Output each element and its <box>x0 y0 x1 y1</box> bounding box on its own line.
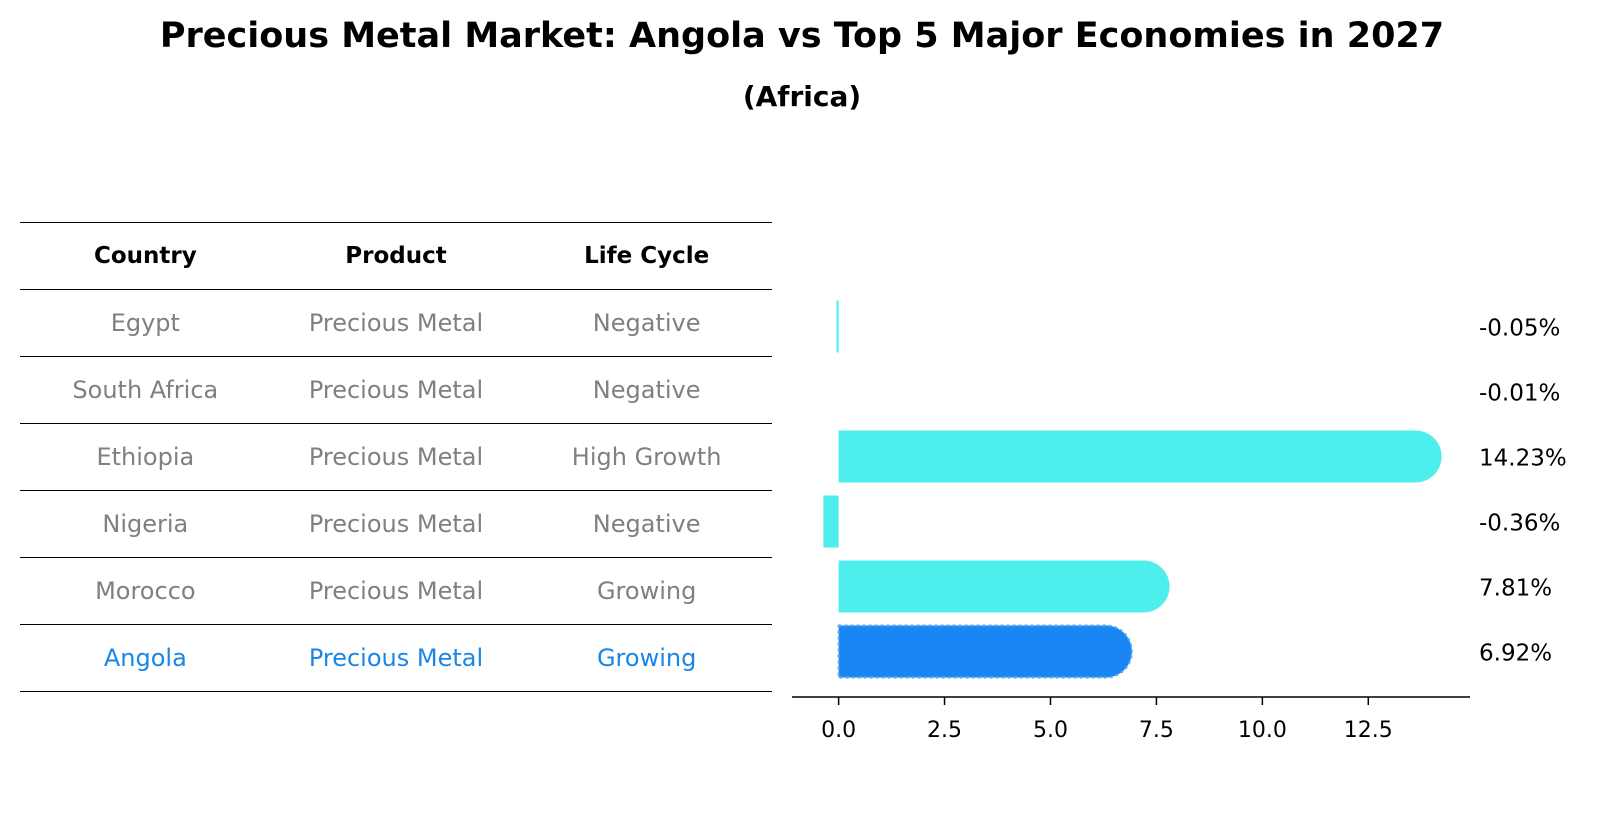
product-cell: Precious Metal <box>308 443 484 471</box>
life-cycle-cell: High Growth <box>571 443 722 471</box>
country-cell: Morocco <box>95 577 196 605</box>
value-label: -0.01% <box>1479 381 1560 407</box>
country-cell: South Africa <box>72 376 219 404</box>
table-row-highlight: Angola Precious Metal Growing <box>20 625 772 692</box>
table-row: Ethiopia Precious Metal High Growth <box>20 424 772 491</box>
bar-morocco <box>838 560 1170 613</box>
table-header-row: Country Product Life Cycle <box>20 223 772 290</box>
product-cell: Precious Metal <box>308 309 484 337</box>
table-row: South Africa Precious Metal Negative <box>20 357 772 424</box>
x-tick-label: 5.0 <box>1033 718 1068 743</box>
x-tick-label: 2.5 <box>927 718 962 743</box>
product-cell: Precious Metal <box>308 376 484 404</box>
chart-subtitle: (Africa) <box>742 80 862 113</box>
life-cycle-cell: Negative <box>592 376 701 404</box>
product-cell: Precious Metal <box>308 577 484 605</box>
value-label: 7.81% <box>1479 576 1552 602</box>
header-life-cycle: Life Cycle <box>584 243 710 269</box>
value-label: 14.23% <box>1479 446 1567 472</box>
bar-highlight-outline <box>837 624 1133 679</box>
table-row: Morocco Precious Metal Growing <box>20 558 772 625</box>
life-cycle-cell: Negative <box>592 309 701 337</box>
life-cycle-cell: Negative <box>592 510 701 538</box>
country-cell: Ethiopia <box>96 443 195 471</box>
chart-title: Precious Metal Market: Angola vs Top 5 M… <box>159 16 1445 56</box>
data-table: Country Product Life Cycle Egypt Preciou… <box>20 222 772 692</box>
header-country: Country <box>93 243 197 269</box>
bar-nigeria <box>823 495 839 548</box>
country-cell: Nigeria <box>102 510 189 538</box>
bar-angola <box>838 625 1132 678</box>
bar-ethiopia <box>838 430 1442 483</box>
x-tick-label: 10.0 <box>1238 718 1287 743</box>
life-cycle-cell: Growing <box>596 577 697 605</box>
value-label: -0.36% <box>1479 511 1560 537</box>
x-tick-label: 7.5 <box>1139 718 1174 743</box>
product-cell: Precious Metal <box>308 644 484 672</box>
table-row: Egypt Precious Metal Negative <box>20 290 772 357</box>
value-label: 6.92% <box>1479 641 1552 667</box>
x-tick-label: 12.5 <box>1344 718 1393 743</box>
country-cell: Angola <box>103 644 187 672</box>
x-tick-label: 0.0 <box>821 718 856 743</box>
value-label: -0.05% <box>1479 316 1560 342</box>
header-product: Product <box>345 243 447 269</box>
life-cycle-cell: Growing <box>596 644 697 672</box>
product-cell: Precious Metal <box>308 510 484 538</box>
table-row: Nigeria Precious Metal Negative <box>20 491 772 558</box>
bar-egypt <box>836 300 839 353</box>
country-cell: Egypt <box>110 309 180 337</box>
